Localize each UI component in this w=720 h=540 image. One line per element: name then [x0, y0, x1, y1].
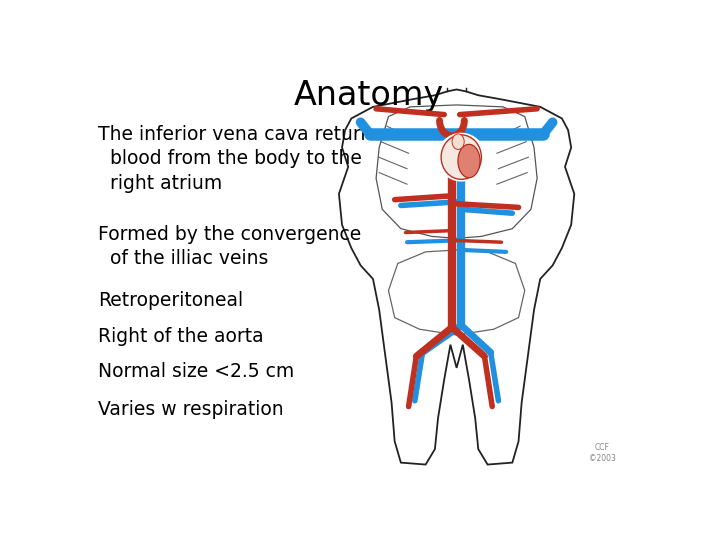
Text: Retroperitoneal: Retroperitoneal — [99, 292, 243, 310]
Text: Varies w respiration: Varies w respiration — [99, 400, 284, 419]
Text: The inferior vena cava returns
  blood from the body to the
  right atrium: The inferior vena cava returns blood fro… — [99, 125, 382, 193]
Ellipse shape — [441, 135, 482, 179]
Text: Anatomy: Anatomy — [294, 79, 444, 112]
Text: Formed by the convergence
  of the illiac veins: Formed by the convergence of the illiac … — [99, 225, 361, 268]
Ellipse shape — [452, 134, 464, 150]
Text: CCF
©2003: CCF ©2003 — [589, 443, 616, 463]
Text: Right of the aorta: Right of the aorta — [99, 327, 264, 346]
Ellipse shape — [437, 133, 485, 181]
Ellipse shape — [458, 144, 480, 178]
Text: Normal size <2.5 cm: Normal size <2.5 cm — [99, 362, 294, 381]
